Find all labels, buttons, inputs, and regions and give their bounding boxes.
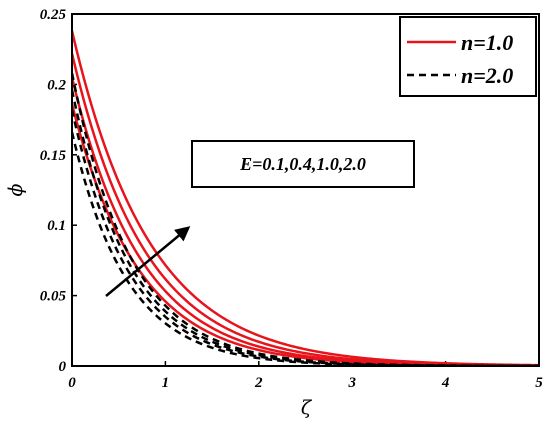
- x-tick-label: 5: [535, 375, 543, 391]
- x-axis-label: ζ: [301, 397, 313, 419]
- x-tick-label: 4: [441, 375, 450, 391]
- annotation: E=0.1,0.4,1.0,2.0: [105, 140, 415, 297]
- x-tick-label: 2: [254, 375, 263, 391]
- series-line-n2-E1.0: [72, 89, 539, 366]
- y-tick-label: 0: [59, 359, 67, 375]
- annotation-text: E=0.1,0.4,1.0,2.0: [239, 154, 366, 174]
- series-line-n1-E2.0: [72, 30, 539, 366]
- series-line-n1-E1.0: [72, 53, 539, 366]
- series-line-n1-E0.4: [72, 77, 539, 366]
- x-tick-label: 3: [347, 375, 356, 391]
- y-tick-label: 0.15: [40, 148, 67, 164]
- annotation-arrow: [105, 226, 191, 297]
- y-tick-label: 0.25: [40, 7, 67, 23]
- annotation-box: [191, 140, 415, 188]
- x-tick-label: 0: [68, 375, 76, 391]
- legend-label-n2: n=2.0: [461, 63, 513, 88]
- y-tick-label: 0.1: [47, 218, 66, 234]
- plot-frame: [71, 13, 540, 367]
- y-tick-label: 0.05: [40, 289, 67, 305]
- legend-label-n1: n=1.0: [461, 30, 513, 55]
- y-tick-label: 0.2: [47, 77, 66, 93]
- tick-group: 0 1 2 3 4 5 0 0.05 0.1 0.15 0.2 0.25: [40, 7, 544, 391]
- legend-box: [399, 16, 537, 97]
- series-line-n2-E2.0: [72, 72, 539, 366]
- y-axis-label: ϕ: [5, 183, 27, 196]
- legend: n=1.0 n=2.0: [399, 16, 537, 97]
- x-tick-label: 1: [162, 375, 170, 391]
- series-line-n2-E0.4: [72, 109, 539, 366]
